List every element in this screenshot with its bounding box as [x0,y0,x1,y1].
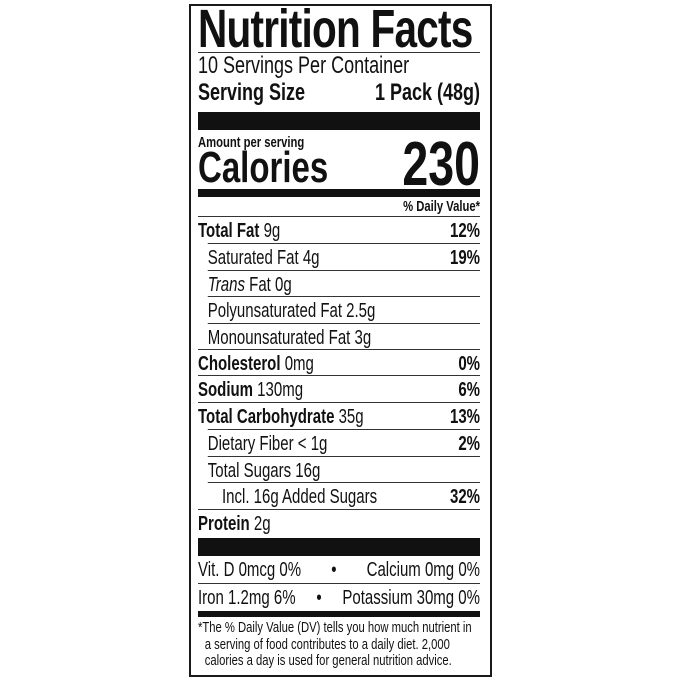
nutrient-amount: 130mg [257,379,304,401]
potassium: Potassium 30mg 0% [342,587,480,609]
nutrient-row-monounsaturated-fat: Monounsaturated Fat 3g [207,323,480,350]
thick-divider [198,538,480,556]
nutrient-row-total-carbohydrate: Total Carbohydrate 35g 13% [198,402,480,429]
nutrient-dv: 12% [449,220,480,242]
nutrient-row-added-sugars: Incl. 16g Added Sugars 32% [207,482,480,509]
nutrient-name: Protein [198,513,250,535]
serving-size-value: 1 Pack (48g) [374,79,480,106]
nutrient-amount: 0g [275,274,292,296]
nutrient-name: Cholesterol [198,353,281,375]
nutrient-amount: 2g [253,513,271,535]
serving-size: Serving Size 1 Pack (48g) [198,80,480,106]
footnote: *The % Daily Value (DV) tells you how mu… [198,619,472,669]
calories-label: Calories [198,143,329,192]
nutrient-amount: < 1g [297,433,328,455]
calcium: Calcium 0mg 0% [366,559,480,581]
nutrient-name: Dietary Fiber [207,433,294,455]
nutrient-amount: 9g [263,220,281,242]
nutrient-row-dietary-fiber: Dietary Fiber < 1g 2% [207,429,480,456]
nutrient-row-trans-fat: Trans Fat 0g [207,270,480,297]
nutrient-row-polyunsaturated-fat: Polyunsaturated Fat 2.5g [207,296,480,323]
nutrient-name: Sodium [198,379,254,401]
nutrient-name: Polyunsaturated Fat [207,300,342,322]
calories-value: 230 [402,130,480,199]
bullet-separator: • [316,587,322,609]
nutrient-amount: 16g [295,460,321,482]
medium-divider [198,189,480,197]
nutrition-label-border [189,4,492,677]
nutrient-dv: 2% [458,433,480,455]
nutrient-name-italic: Trans [207,274,245,296]
bullet-separator: • [331,559,337,581]
servings-per-container: 10 Servings Per Container [198,52,410,79]
nutrient-amount: 35g [338,406,364,428]
vitamin-row: Iron 1.2mg 6% • Potassium 30mg 0% [198,584,480,610]
nutrient-name: Fat [249,274,271,296]
iron: Iron 1.2mg 6% [198,587,296,609]
thick-divider [198,112,480,130]
amount-per-serving: Amount per serving [198,134,305,151]
nutrient-name: Total Fat [198,220,260,242]
nutrient-dv: 6% [458,379,480,401]
nutrient-row-total-sugars: Total Sugars 16g [207,456,480,483]
vitamin-row: Vit. D 0mcg 0% • Calcium 0mg 0% [198,556,480,582]
daily-value-header: % Daily Value* [403,198,480,215]
label-title: Nutrition Facts [198,0,473,59]
nutrient-amount: 2.5g [346,300,376,322]
nutrient-dv: 32% [449,486,480,508]
nutrient-name: Incl. 16g Added Sugars [222,486,378,508]
nutrient-dv: 19% [449,247,480,269]
divider [198,52,480,53]
nutrient-dv: 13% [449,406,480,428]
nutrition-facts-label: Nutrition Facts 10 Servings Per Containe… [198,0,480,679]
vitamin-d: Vit. D 0mcg 0% [198,559,302,581]
nutrient-amount: 4g [302,247,320,269]
serving-size-label: Serving Size [198,79,306,106]
nutrient-name: Monounsaturated Fat [207,327,351,349]
nutrient-row-sodium: Sodium 130mg 6% [198,375,480,402]
medium-divider [198,611,480,617]
nutrient-amount: 0mg [284,353,314,375]
nutrient-row-protein: Protein 2g [198,509,480,536]
nutrient-amount: 3g [354,327,372,349]
nutrient-name: Total Sugars [207,460,292,482]
nutrient-dv: 0% [458,353,480,375]
nutrient-row-total-fat: Total Fat 9g 12% [198,216,480,243]
nutrient-name: Total Carbohydrate [198,406,335,428]
divider [198,583,480,584]
nutrient-row-saturated-fat: Saturated Fat 4g 19% [207,243,480,270]
nutrient-name: Saturated Fat [207,247,299,269]
nutrient-row-cholesterol: Cholesterol 0mg 0% [198,349,480,376]
